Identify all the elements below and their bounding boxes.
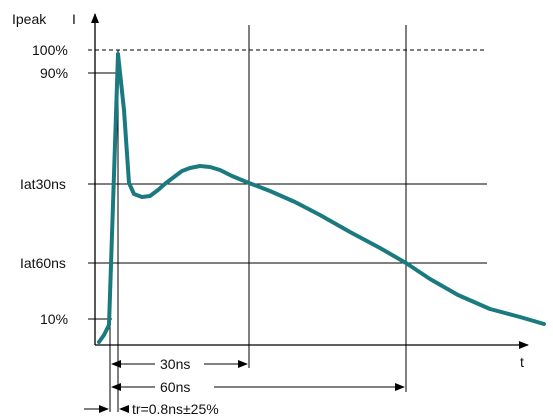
label-at60ns: Iat60ns xyxy=(20,255,66,271)
label-at30ns: Iat30ns xyxy=(20,176,66,192)
label-rise-time: tr=0.8ns±25% xyxy=(132,401,219,417)
current-waveform xyxy=(97,52,546,344)
label-30ns: 30ns xyxy=(160,356,190,372)
label-90-percent: 90% xyxy=(40,65,68,81)
label-10-percent: 10% xyxy=(40,311,68,327)
x-axis-label: t xyxy=(520,354,524,370)
y-axis-label: Ipeak xyxy=(12,11,47,27)
label-100-percent: 100% xyxy=(32,42,68,58)
label-60ns: 60ns xyxy=(160,379,190,395)
y-axis-symbol: I xyxy=(72,11,76,27)
